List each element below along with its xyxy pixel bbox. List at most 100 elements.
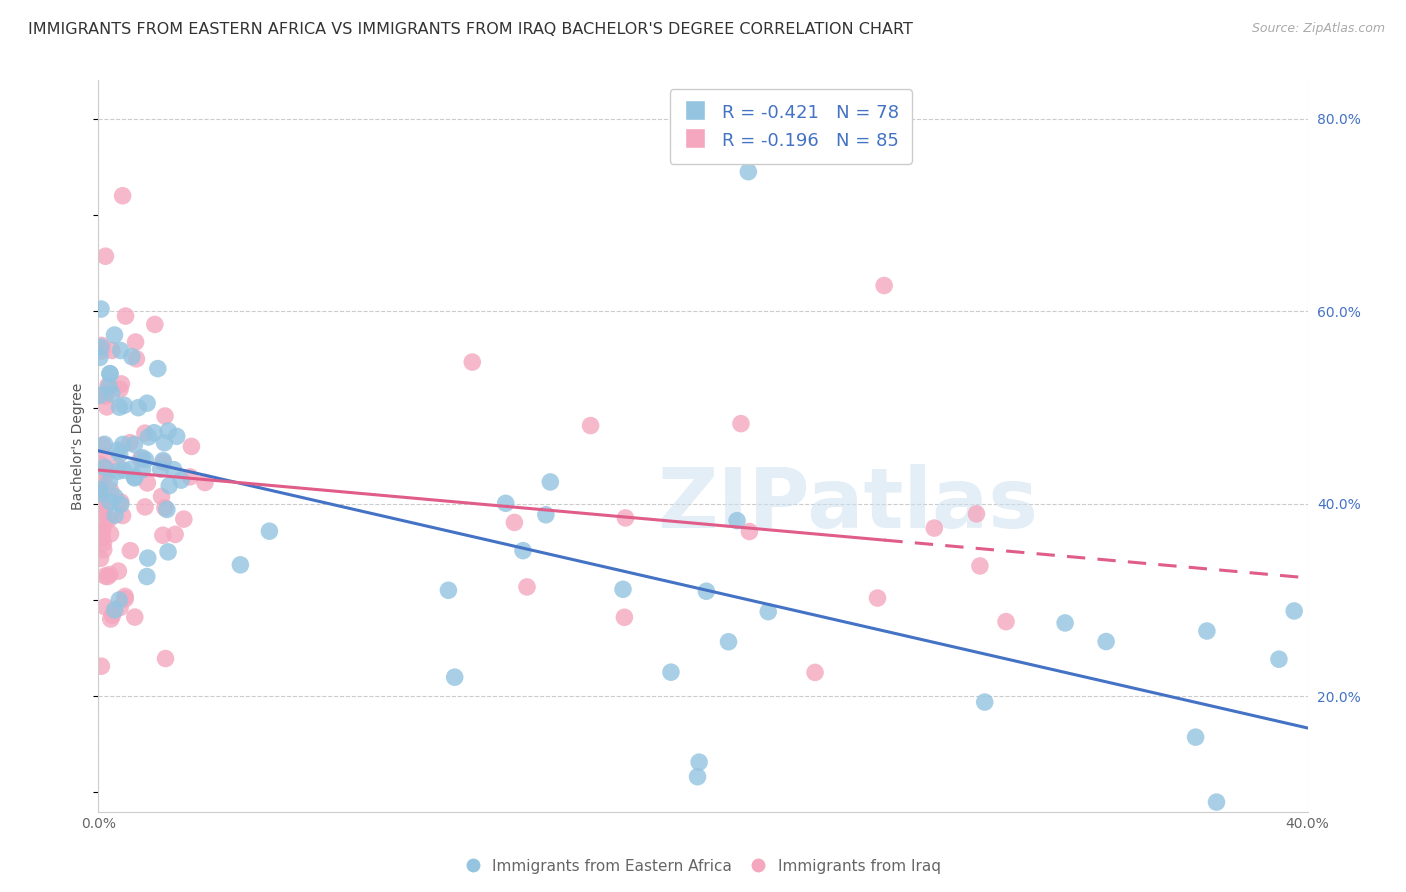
Point: [259, 524, 281, 538]
Point: [1184, 730, 1206, 744]
Point: [495, 496, 517, 510]
Point: [107, 443, 129, 458]
Point: [93, 449, 115, 463]
Point: [93, 542, 115, 557]
Point: [89, 474, 111, 488]
Point: [180, 439, 202, 453]
Point: [120, 543, 142, 558]
Point: [97, 378, 120, 392]
Point: [96, 569, 118, 583]
Point: [134, 500, 156, 514]
Point: [873, 278, 896, 293]
Point: [995, 615, 1018, 629]
Point: [97, 379, 120, 393]
Point: [730, 417, 752, 431]
Point: [152, 453, 174, 467]
Point: [111, 508, 134, 523]
Point: [170, 473, 193, 487]
Point: [194, 475, 217, 490]
Point: [124, 334, 146, 349]
Point: [112, 463, 135, 477]
Point: [165, 527, 187, 541]
Legend: Immigrants from Eastern Africa, Immigrants from Iraq: Immigrants from Eastern Africa, Immigran…: [458, 853, 948, 880]
Text: IMMIGRANTS FROM EASTERN AFRICA VS IMMIGRANTS FROM IRAQ BACHELOR'S DEGREE CORRELA: IMMIGRANTS FROM EASTERN AFRICA VS IMMIGR…: [28, 22, 912, 37]
Point: [136, 551, 159, 566]
Point: [90, 659, 112, 673]
Point: [121, 350, 143, 364]
Point: [105, 459, 128, 474]
Point: [973, 695, 995, 709]
Point: [135, 569, 157, 583]
Point: [124, 470, 146, 484]
Point: [107, 564, 129, 578]
Point: [516, 580, 538, 594]
Point: [103, 328, 125, 343]
Point: [1205, 795, 1227, 809]
Point: [756, 605, 779, 619]
Point: [157, 424, 180, 438]
Point: [153, 500, 176, 515]
Point: [111, 188, 134, 202]
Point: [108, 400, 131, 414]
Point: [152, 528, 174, 542]
Point: [179, 470, 201, 484]
Point: [229, 558, 252, 572]
Point: [89, 496, 111, 510]
Point: [91, 523, 114, 537]
Point: [717, 634, 740, 648]
Point: [437, 583, 460, 598]
Point: [461, 355, 484, 369]
Point: [94, 599, 117, 614]
Point: [579, 418, 602, 433]
Point: [136, 396, 159, 410]
Point: [97, 512, 120, 526]
Point: [93, 536, 115, 550]
Point: [98, 367, 121, 381]
Point: [686, 770, 709, 784]
Point: [134, 426, 156, 441]
Point: [443, 670, 465, 684]
Point: [1195, 624, 1218, 638]
Point: [87, 470, 110, 484]
Point: [157, 478, 180, 492]
Point: [922, 521, 945, 535]
Point: [966, 507, 988, 521]
Point: [108, 447, 131, 461]
Point: [155, 651, 177, 665]
Point: [969, 558, 991, 573]
Point: [538, 475, 561, 489]
Point: [129, 452, 152, 467]
Point: [659, 665, 682, 680]
Point: [90, 343, 112, 358]
Point: [114, 591, 136, 606]
Point: [111, 437, 134, 451]
Point: [149, 462, 172, 476]
Point: [89, 483, 111, 497]
Point: [163, 463, 186, 477]
Point: [695, 584, 717, 599]
Point: [1054, 615, 1077, 630]
Point: [89, 351, 111, 365]
Point: [110, 497, 132, 511]
Point: [534, 508, 557, 522]
Point: [725, 514, 748, 528]
Point: [804, 665, 827, 680]
Point: [98, 567, 121, 582]
Point: [150, 489, 173, 503]
Point: [98, 367, 121, 381]
Point: [118, 435, 141, 450]
Point: [96, 463, 118, 477]
Point: [90, 340, 112, 354]
Point: [101, 343, 124, 358]
Point: [100, 386, 122, 401]
Point: [108, 593, 131, 607]
Point: [89, 388, 111, 402]
Point: [93, 514, 115, 528]
Point: [127, 401, 149, 415]
Point: [738, 524, 761, 539]
Point: [94, 500, 117, 515]
Text: Source: ZipAtlas.com: Source: ZipAtlas.com: [1251, 22, 1385, 36]
Point: [153, 435, 176, 450]
Point: [503, 516, 526, 530]
Point: [93, 460, 115, 475]
